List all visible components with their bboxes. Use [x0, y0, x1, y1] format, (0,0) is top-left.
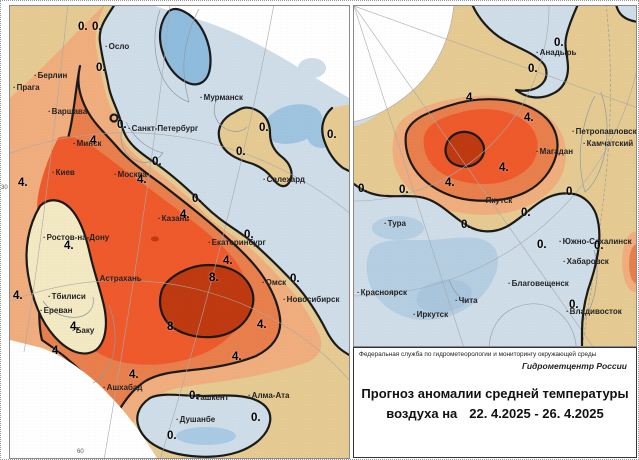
- info-box: Федеральная служба по гидрометеорологии …: [353, 347, 637, 458]
- east-map: [354, 6, 636, 346]
- agency-line: Федеральная служба по гидрометеорологии …: [359, 351, 597, 358]
- graticule-degree-label: 30: [1, 185, 8, 191]
- forecast-title-prefix: воздуха на: [386, 406, 458, 422]
- east-map-panel: [353, 5, 637, 347]
- organization-line: Гидрометцентр России: [521, 361, 627, 371]
- forecast-date-range: 22. 4.2025 - 26. 4.2025: [469, 406, 604, 422]
- west-map: [10, 6, 349, 458]
- forecast-title-line2: воздуха на 22. 4.2025 - 26. 4.2025: [359, 404, 631, 424]
- forecast-title-line1: Прогноз аномалии средней температуры: [361, 386, 629, 401]
- forecast-title: Прогноз аномалии средней температуры воз…: [359, 384, 631, 424]
- west-map-panel: [9, 5, 350, 459]
